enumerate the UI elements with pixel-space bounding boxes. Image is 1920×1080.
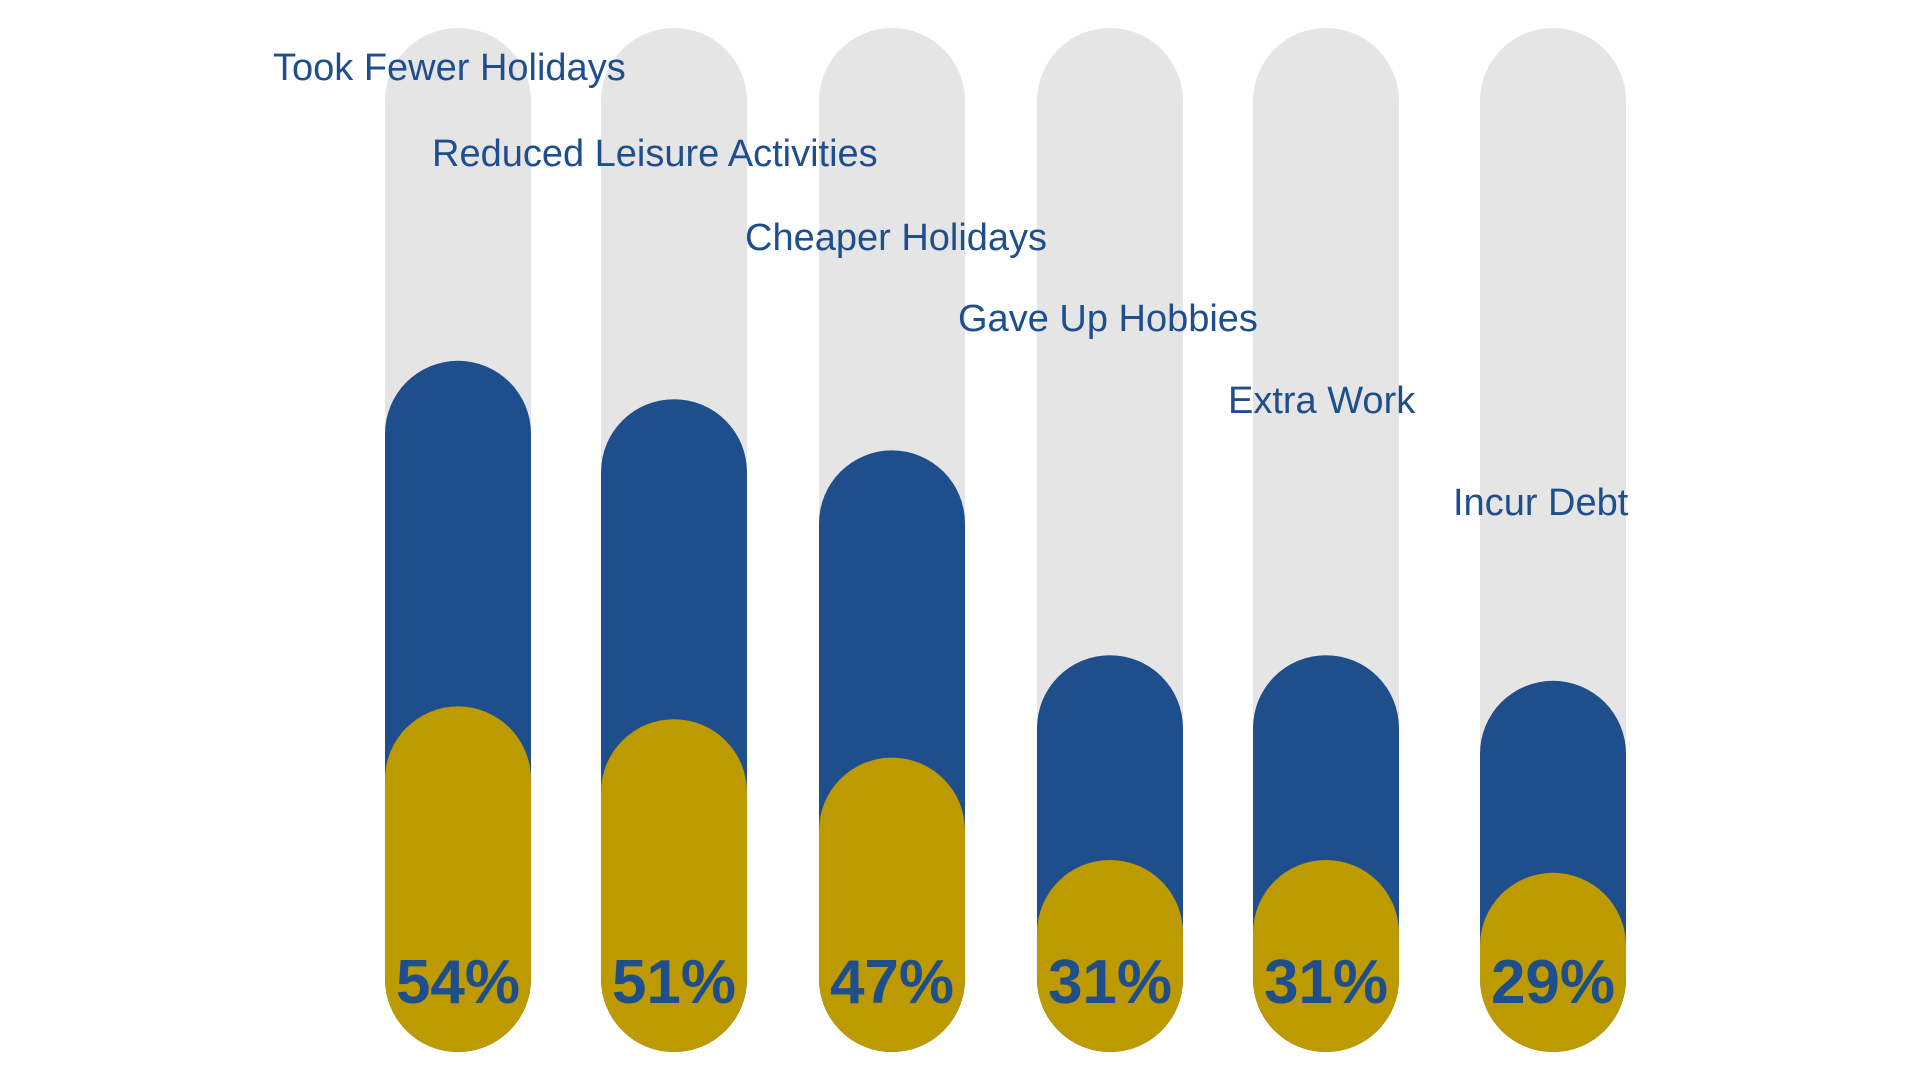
value-label: 54% bbox=[396, 948, 520, 1017]
category-label: Gave Up Hobbies bbox=[958, 298, 1258, 340]
bar-inner bbox=[385, 706, 531, 1052]
bar-group-5: 31% bbox=[1253, 28, 1399, 1052]
value-label: 31% bbox=[1048, 948, 1172, 1017]
bar-inner bbox=[1037, 860, 1183, 1052]
bar-inner bbox=[1480, 872, 1626, 1052]
bar-inner bbox=[1253, 860, 1399, 1052]
bar-group-2: 51% bbox=[601, 28, 747, 1052]
bar-group-6: 29% bbox=[1480, 28, 1626, 1052]
value-label: 47% bbox=[830, 948, 954, 1017]
value-label: 29% bbox=[1491, 948, 1615, 1017]
category-label: Incur Debt bbox=[1453, 482, 1629, 524]
bar-group-1: 54% bbox=[385, 28, 531, 1052]
bar-inner bbox=[819, 757, 965, 1052]
bar-group-4: 31% bbox=[1037, 28, 1183, 1052]
category-label: Cheaper Holidays bbox=[745, 217, 1047, 259]
category-label: Took Fewer Holidays bbox=[273, 47, 626, 89]
bar-group-3: 47% bbox=[819, 28, 965, 1052]
category-label: Reduced Leisure Activities bbox=[432, 133, 878, 175]
bar-inner bbox=[601, 719, 747, 1052]
value-label: 51% bbox=[612, 948, 736, 1017]
value-label: 31% bbox=[1264, 948, 1388, 1017]
category-label: Extra Work bbox=[1228, 380, 1416, 422]
